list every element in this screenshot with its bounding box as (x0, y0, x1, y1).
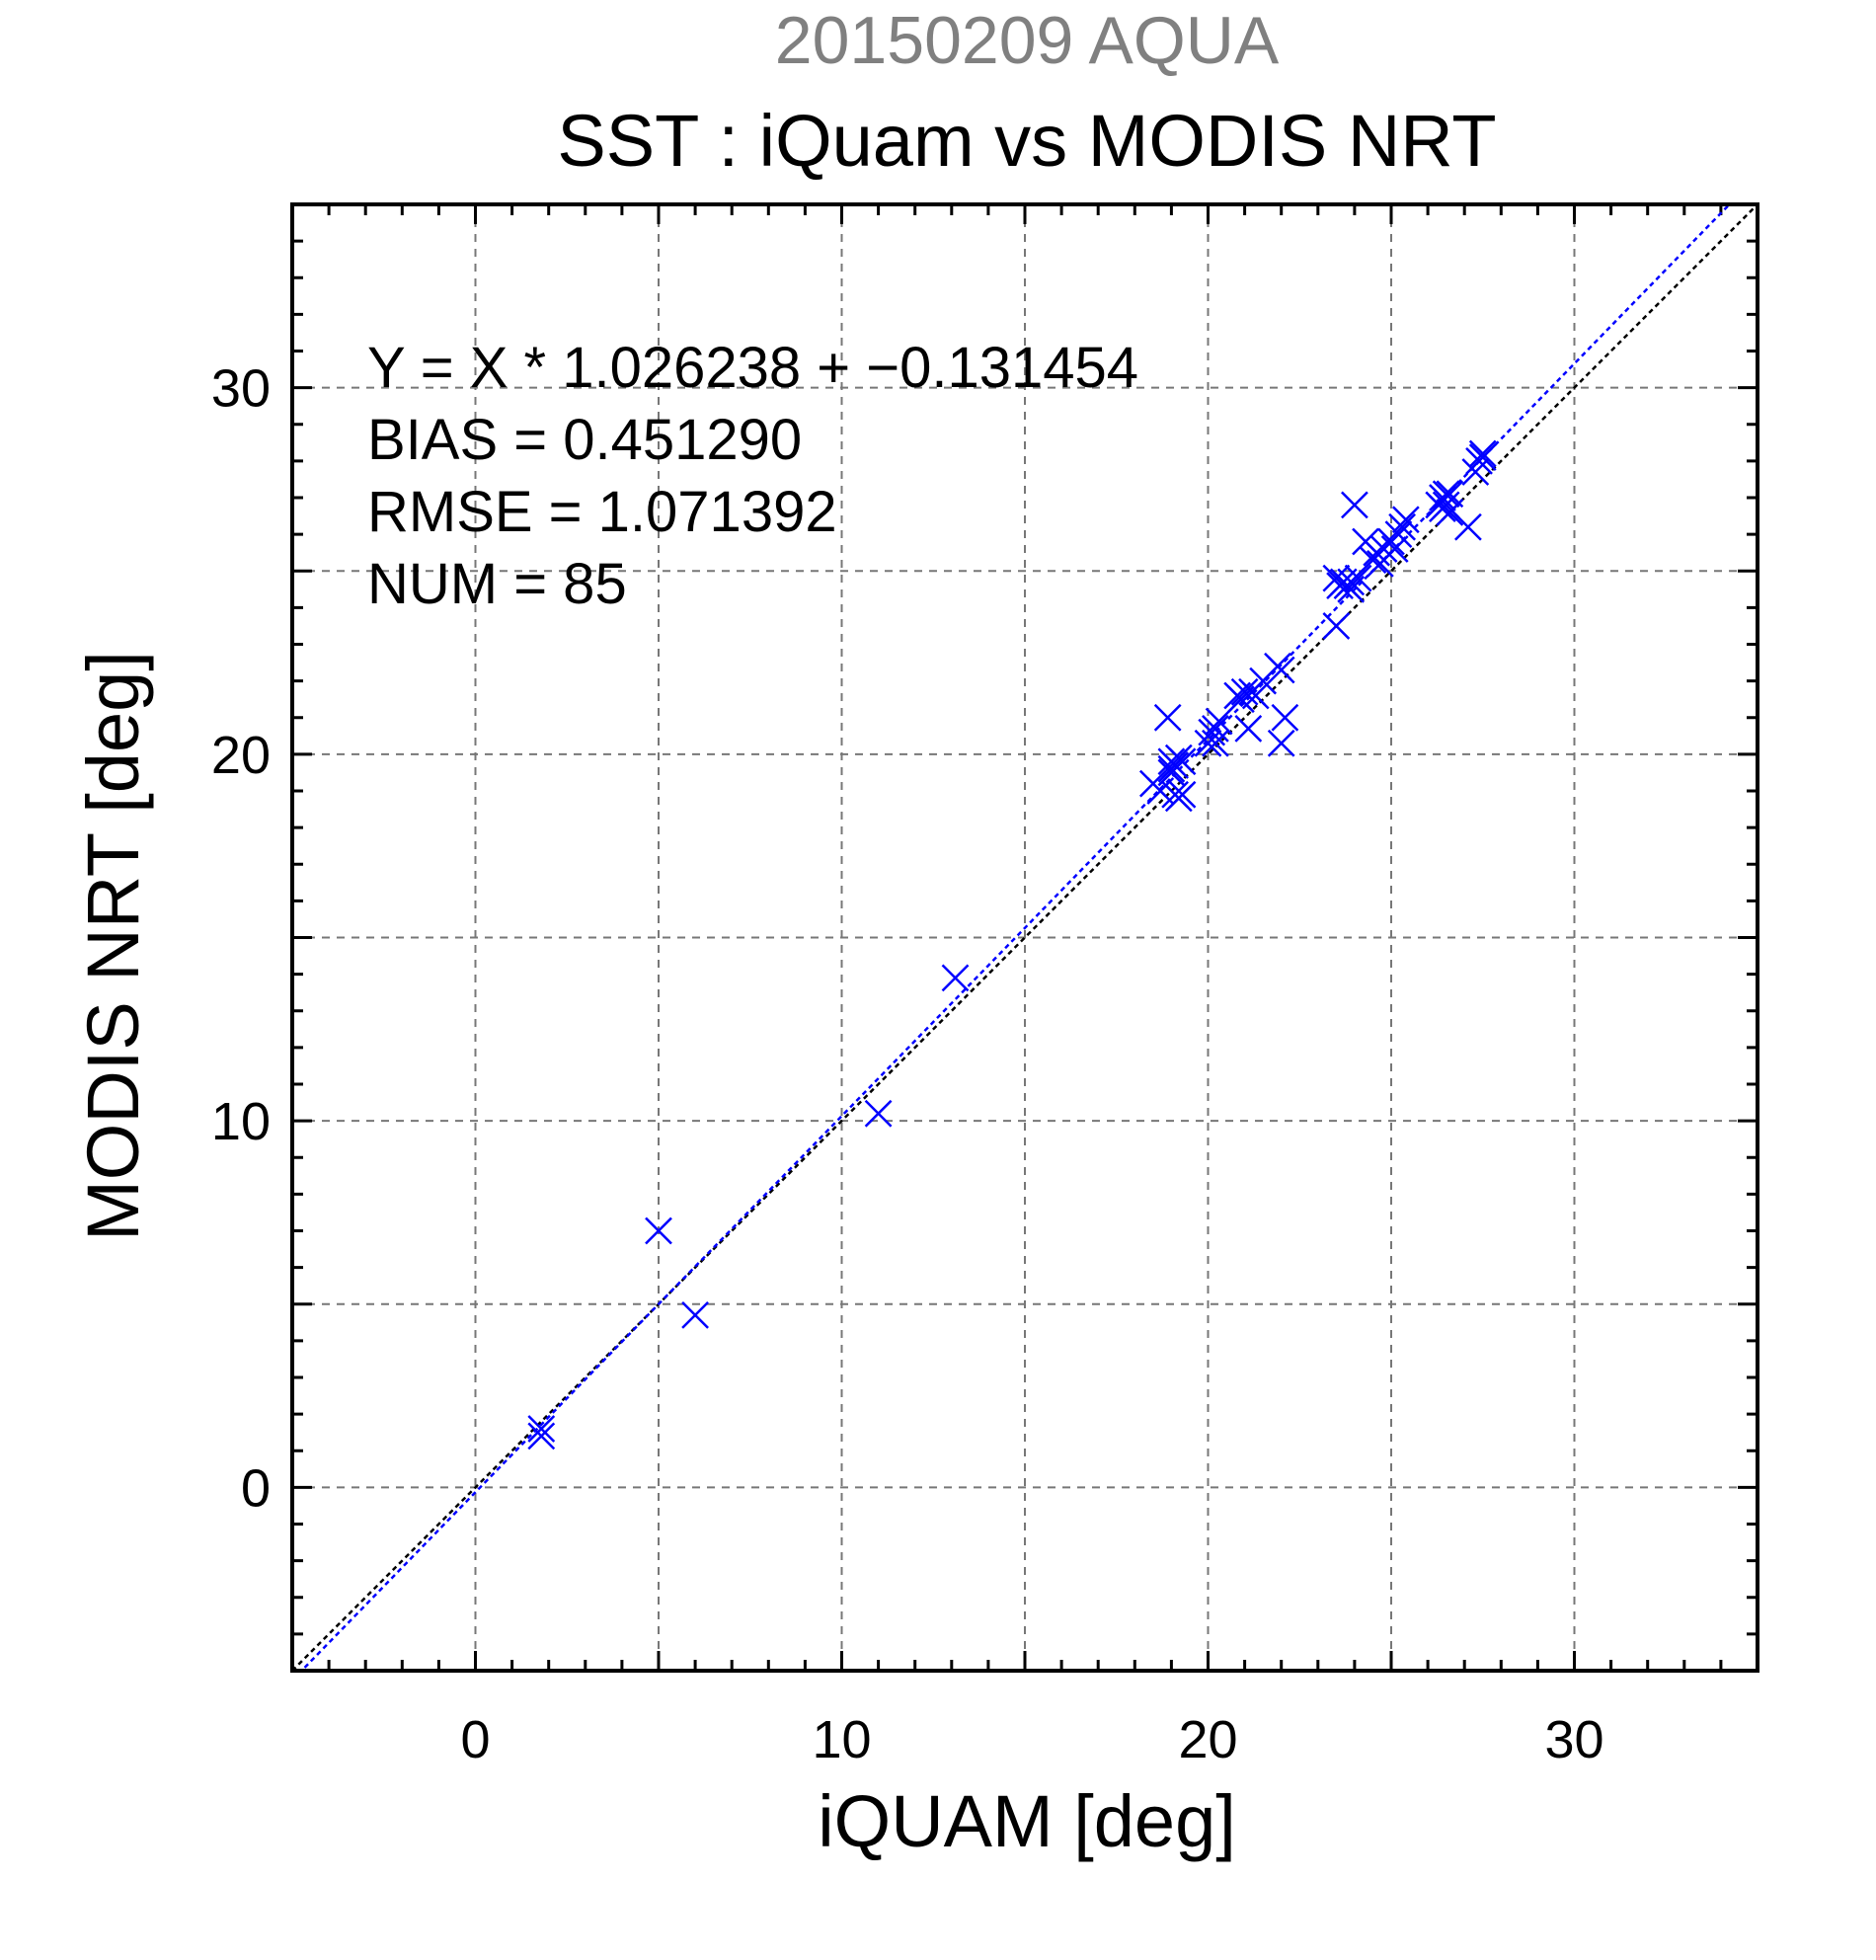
identity-line (292, 204, 1758, 1671)
data-point (1388, 512, 1417, 541)
data-point (1468, 443, 1497, 472)
data-point (1161, 751, 1189, 779)
stats-line: NUM = 85 (367, 552, 627, 616)
data-point (1264, 652, 1291, 680)
data-point (1337, 568, 1366, 596)
y-tick-label: 0 (241, 1458, 271, 1518)
stats-line: RMSE = 1.071392 (367, 480, 837, 544)
data-point (1241, 681, 1270, 710)
grid (292, 204, 1758, 1671)
data-point (1234, 715, 1263, 743)
data-point (1271, 703, 1299, 732)
x-tick-label: 30 (1544, 1710, 1603, 1769)
y-axis-label: MODIS NRT [deg] (72, 651, 154, 1241)
data-point (864, 1099, 893, 1128)
data-point (1157, 758, 1186, 787)
data-point (1341, 491, 1368, 519)
data-point (645, 1216, 672, 1245)
x-tick-label: 20 (1178, 1710, 1237, 1769)
data-point (1168, 780, 1197, 809)
data-point (527, 1422, 556, 1450)
y-tick-label: 30 (211, 359, 271, 419)
data-point (1337, 575, 1366, 603)
stats-line: Y = X * 1.026238 + −0.131454 (367, 336, 1138, 400)
x-tick-label: 0 (460, 1710, 490, 1769)
data-point (1202, 715, 1229, 743)
plot-frame (290, 202, 1759, 1673)
data-point (527, 1415, 556, 1443)
data-point (1363, 538, 1391, 567)
y-tick-label: 20 (211, 726, 271, 785)
data-point (1468, 439, 1497, 468)
data-point (1230, 677, 1259, 706)
data-point (1202, 729, 1229, 757)
data-point (1436, 480, 1464, 509)
stats-line: BIAS = 0.451290 (367, 408, 802, 472)
data-point (1461, 458, 1490, 486)
data-point (1391, 506, 1420, 534)
data-point (1153, 703, 1182, 732)
data-point (681, 1301, 709, 1329)
x-tick-label: 10 (812, 1710, 871, 1769)
axis-ticks: 0 10 20 30 0 10 20 30 (211, 204, 1758, 1769)
data-points (527, 439, 1497, 1450)
x-axis-label: iQUAM [deg] (818, 1780, 1236, 1862)
data-point (1194, 729, 1222, 757)
y-tick-label: 10 (211, 1092, 271, 1151)
data-point (1267, 729, 1295, 757)
data-point (1432, 491, 1460, 519)
chart-suptitle: 20150209 AQUA (775, 3, 1280, 78)
chart-title: SST : iQuam vs MODIS NRT (557, 100, 1496, 182)
data-point (941, 964, 970, 992)
data-point (1454, 512, 1482, 541)
data-point (1384, 520, 1413, 549)
data-point (1322, 612, 1351, 640)
data-point (1432, 480, 1460, 509)
regression-stats: Y = X * 1.026238 + −0.131454 BIAS = 0.451… (367, 336, 1138, 616)
